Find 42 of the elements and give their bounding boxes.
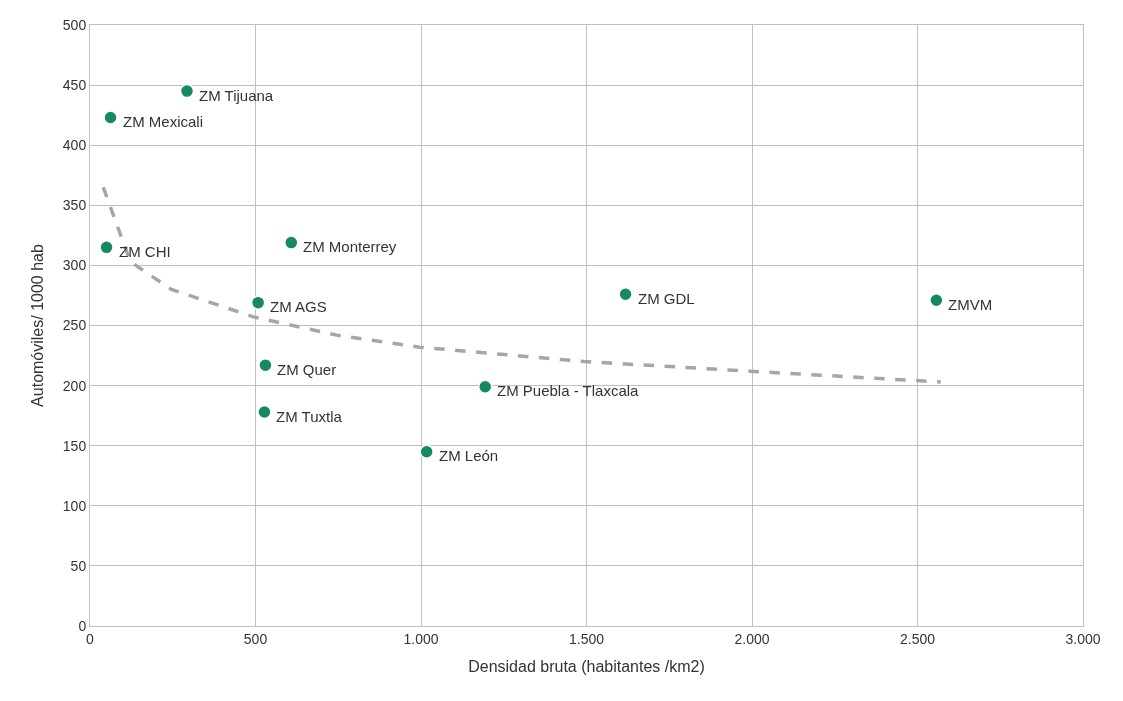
x-tick-label: 2.500 xyxy=(899,630,936,647)
x-tick-label: 1.000 xyxy=(403,630,439,647)
x-tick-label: 1.500 xyxy=(568,630,605,647)
x-axis-title: Densidad bruta (habitantes /km2) xyxy=(468,658,705,676)
x-tick-label: 2.000 xyxy=(734,630,770,647)
y-tick-label: 350 xyxy=(62,197,87,214)
annotation: ZM Puebla - Tlaxcala xyxy=(497,382,640,399)
annotation: ZMVM xyxy=(948,296,993,313)
point xyxy=(179,83,195,99)
point xyxy=(99,240,114,255)
y-tick-label: 150 xyxy=(62,437,87,454)
point xyxy=(103,110,118,125)
point xyxy=(929,293,944,308)
point xyxy=(618,287,633,302)
x-tick-label: 3.000 xyxy=(1065,630,1101,647)
y-tick-label: 250 xyxy=(62,317,87,334)
line-series xyxy=(101,185,943,384)
y-axis-title: Automóviles/ 1000 hab xyxy=(28,244,46,407)
point xyxy=(250,295,266,310)
annotation: ZM Quer xyxy=(277,361,337,378)
point xyxy=(419,444,434,459)
point xyxy=(257,404,272,420)
y-tick-label: 300 xyxy=(62,257,87,274)
annotation: ZM Tuxtla xyxy=(276,408,343,425)
annotation: ZM CHI xyxy=(119,243,171,260)
annotation: ZM AGS xyxy=(270,298,327,315)
x-tick-label: 500 xyxy=(243,630,268,647)
annotation: ZM Monterrey xyxy=(303,238,397,255)
y-tick-label: 0 xyxy=(78,617,87,634)
y-tick-label: 200 xyxy=(62,377,87,394)
annotation: ZM León xyxy=(439,447,499,464)
annotation: ZM Tijuana xyxy=(199,87,274,104)
annotation: ZM GDL xyxy=(638,290,695,307)
point xyxy=(477,379,493,395)
point xyxy=(258,357,273,373)
point xyxy=(284,235,299,250)
y-tick-label: 500 xyxy=(62,16,87,33)
y-tick-label: 400 xyxy=(62,137,87,154)
y-tick-label: 100 xyxy=(62,497,87,514)
annotation: ZM Mexicali xyxy=(123,113,204,130)
y-tick-label: 50 xyxy=(70,557,87,574)
y-tick-label: 450 xyxy=(62,77,87,93)
